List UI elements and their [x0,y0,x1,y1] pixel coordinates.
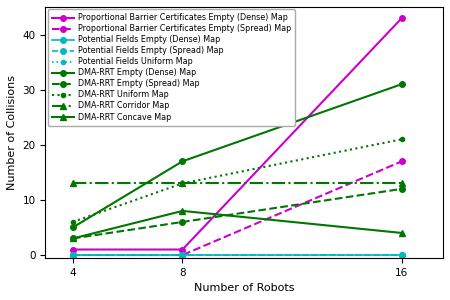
DMA-RRT Empty (Dense) Map [180,160,185,163]
Potential Fields Empty (Spread) Map [70,253,76,257]
Line: DMA-RRT Concave Map: DMA-RRT Concave Map [70,208,405,241]
DMA-RRT Empty (Dense) Map [399,82,405,86]
Potential Fields Empty (Spread) Map [399,253,405,257]
Line: DMA-RRT Empty (Spread) Map: DMA-RRT Empty (Spread) Map [70,186,405,241]
DMA-RRT Corridor Map [399,182,405,185]
DMA-RRT Uniform Map [70,220,76,224]
Potential Fields Uniform Map [70,253,76,257]
DMA-RRT Concave Map [399,231,405,235]
DMA-RRT Uniform Map [399,137,405,141]
Line: DMA-RRT Empty (Dense) Map: DMA-RRT Empty (Dense) Map [70,81,405,230]
Proportional Barrier Certificates Empty (Dense) Map [180,248,185,251]
Line: Proportional Barrier Certificates Empty (Dense) Map: Proportional Barrier Certificates Empty … [70,15,405,252]
DMA-RRT Corridor Map [70,182,76,185]
Potential Fields Uniform Map [399,253,405,257]
DMA-RRT Concave Map [70,237,76,240]
DMA-RRT Corridor Map [180,182,185,185]
Potential Fields Empty (Spread) Map [180,253,185,257]
Line: DMA-RRT Uniform Map: DMA-RRT Uniform Map [71,137,404,224]
Line: DMA-RRT Corridor Map: DMA-RRT Corridor Map [70,181,405,186]
Potential Fields Empty (Dense) Map [70,253,76,257]
Line: Potential Fields Empty (Spread) Map: Potential Fields Empty (Spread) Map [70,252,405,258]
DMA-RRT Empty (Spread) Map [70,237,76,240]
Line: Proportional Barrier Certificates Empty (Spread) Map: Proportional Barrier Certificates Empty … [70,158,405,258]
Proportional Barrier Certificates Empty (Dense) Map [399,16,405,20]
Proportional Barrier Certificates Empty (Spread) Map [399,160,405,163]
DMA-RRT Empty (Dense) Map [70,226,76,229]
Proportional Barrier Certificates Empty (Dense) Map [70,248,76,251]
Potential Fields Uniform Map [180,253,185,257]
X-axis label: Number of Robots: Number of Robots [194,283,294,293]
DMA-RRT Empty (Spread) Map [180,220,185,224]
Proportional Barrier Certificates Empty (Spread) Map [70,253,76,257]
Legend: Proportional Barrier Certificates Empty (Dense) Map, Proportional Barrier Certif: Proportional Barrier Certificates Empty … [48,9,295,125]
Potential Fields Empty (Dense) Map [399,253,405,257]
Line: Potential Fields Uniform Map: Potential Fields Uniform Map [71,253,404,257]
Proportional Barrier Certificates Empty (Spread) Map [180,253,185,257]
Potential Fields Empty (Dense) Map [180,253,185,257]
DMA-RRT Concave Map [180,209,185,213]
Line: Potential Fields Empty (Dense) Map: Potential Fields Empty (Dense) Map [70,252,405,258]
DMA-RRT Uniform Map [180,182,185,185]
DMA-RRT Empty (Spread) Map [399,187,405,191]
Y-axis label: Number of Collisions: Number of Collisions [7,75,17,190]
